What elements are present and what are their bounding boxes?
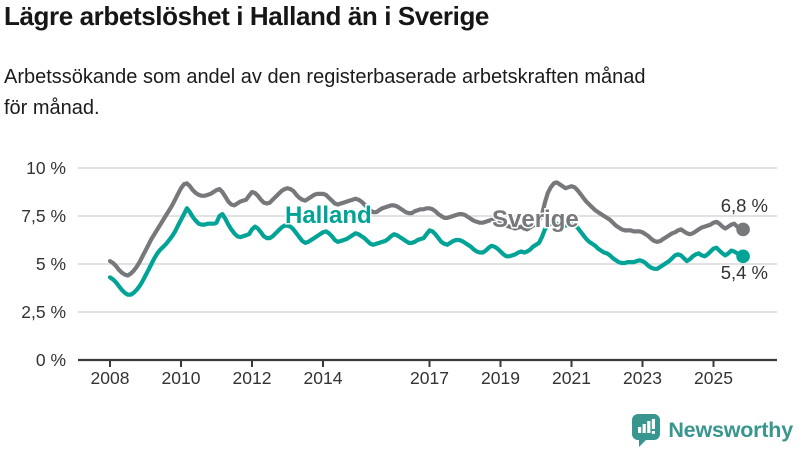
x-tick-label: 2010 (162, 368, 201, 388)
series-label-halland: Halland (285, 202, 372, 229)
y-tick-label: 7,5 % (21, 206, 66, 226)
y-tick-label: 0 % (36, 350, 66, 370)
end-value-label-sverige: 6,8 % (721, 195, 768, 216)
newsworthy-branding: Newsworthy (632, 413, 793, 447)
y-tick-label: 2,5 % (21, 302, 66, 322)
series-label-sverige: Sverige (492, 206, 579, 233)
series-line-sverige (107, 180, 746, 278)
x-tick-label: 2017 (410, 368, 449, 388)
x-tick-label: 2019 (481, 368, 520, 388)
brand-name: Newsworthy (668, 417, 793, 442)
subtitle-line-1: Arbetssökande som andel av den registerb… (4, 66, 646, 88)
chart-subtitle: Arbetssökande som andel av den registerb… (4, 62, 784, 124)
unemployment-line-chart: 2008 2010 2012 2014 2017 2019 2021 2023 2025 0 % 2… (21, 158, 777, 388)
series-line-halland (107, 206, 746, 297)
x-tick-label: 2014 (304, 368, 343, 388)
end-value-label-halland: 5,4 % (721, 262, 768, 283)
x-tick-label: 2021 (552, 368, 591, 388)
x-tick-label: 2008 (91, 368, 130, 388)
x-tick-label: 2025 (694, 368, 733, 388)
newsworthy-logo-icon (632, 413, 661, 447)
subtitle-line-2: för månad. (4, 97, 100, 119)
series-end-dot-halland (736, 249, 750, 264)
series-end-dot-sverige (736, 222, 750, 237)
y-tick-label: 5 % (36, 254, 66, 274)
x-tick-label: 2023 (623, 368, 662, 388)
x-tick-label: 2012 (233, 368, 272, 388)
page-title: Lägre arbetslöshet i Halland än i Sverig… (4, 1, 489, 31)
y-tick-label: 10 % (26, 158, 66, 178)
